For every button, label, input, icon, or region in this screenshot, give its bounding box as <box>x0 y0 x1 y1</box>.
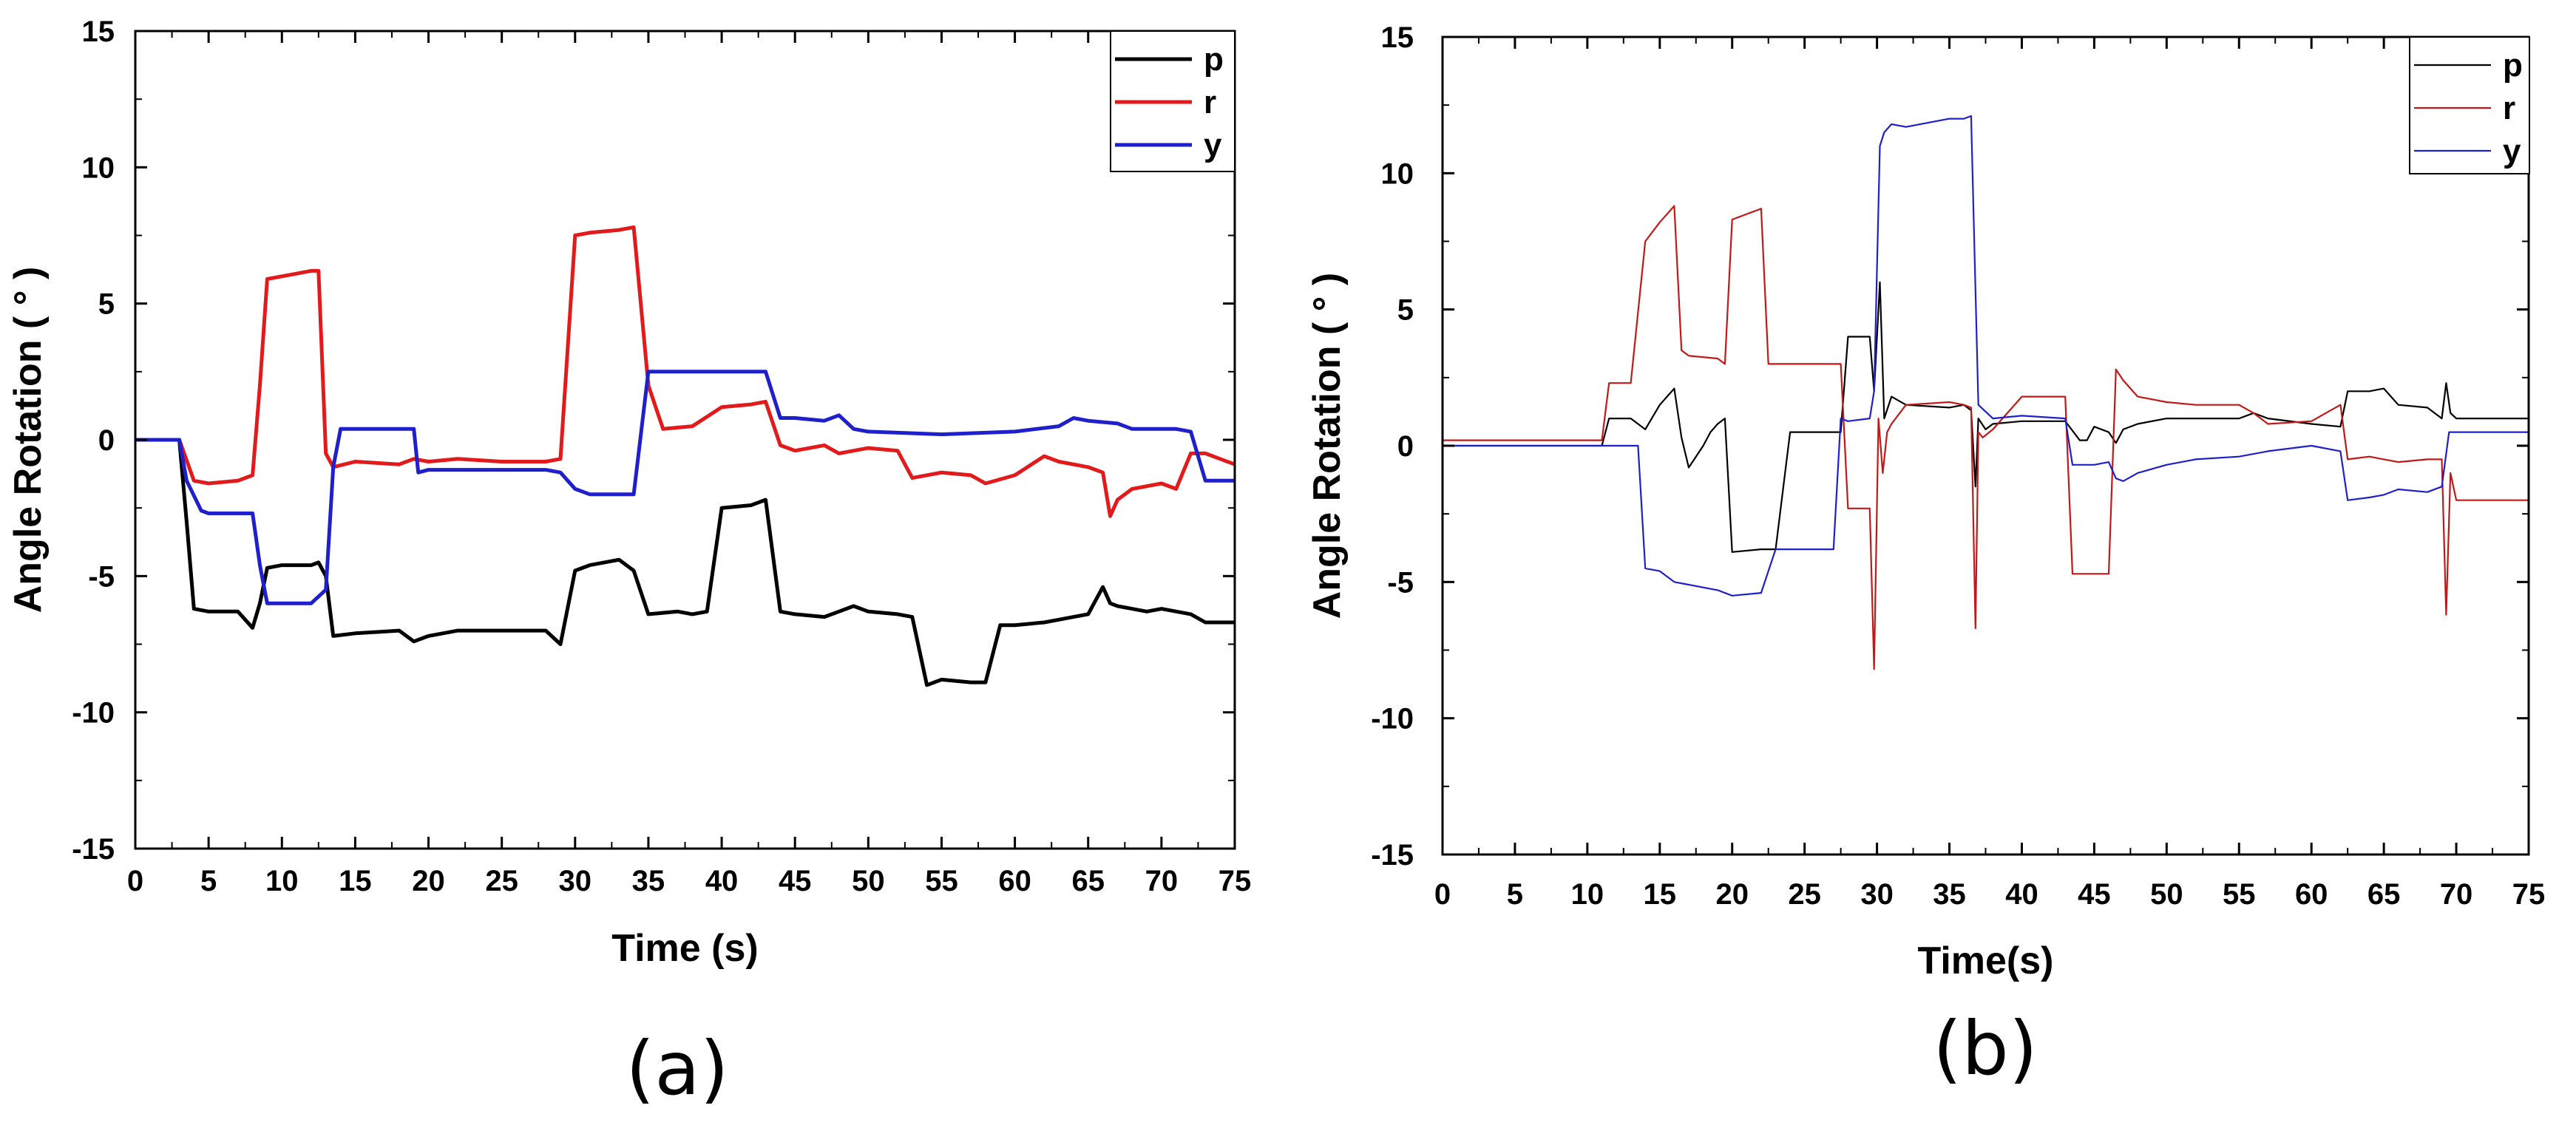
y-axis-title: Angle Rotation ( ° ) <box>7 267 50 614</box>
legend-label-r: r <box>2503 90 2515 126</box>
x-tick-label: 20 <box>1715 878 1749 911</box>
y-tick-label: -5 <box>1387 566 1414 599</box>
chart-b: 0 5 10 15 20 25 30 35 40 45 50 55 60 65 70 75 -15 -10 -5 0 5… <box>1306 21 2545 1092</box>
x-tick-label: 75 <box>1218 865 1252 897</box>
chart-a-series-group <box>135 225 1235 687</box>
figure-caption: (a) <box>626 1025 728 1112</box>
x-tick-label: 35 <box>1933 878 1966 911</box>
legend-label-p: p <box>1204 41 1224 78</box>
x-tick-label: 65 <box>2367 878 2401 911</box>
legend-label-y: y <box>2503 133 2521 169</box>
y-tick-label: 0 <box>98 424 115 457</box>
chart-a: 0 5 10 15 20 25 30 35 40 45 50 55 60 65 70 75 -15 -10 -5 0 5… <box>7 16 1251 1112</box>
x-tick-label: 15 <box>1644 878 1677 911</box>
y-tick-label: -15 <box>1371 839 1414 872</box>
x-tick-label: 75 <box>2512 878 2546 911</box>
x-tick-label: 5 <box>200 865 217 897</box>
series-line-p <box>135 438 1235 687</box>
x-tick-label: 15 <box>339 865 372 897</box>
x-tick-label: 0 <box>127 865 143 897</box>
x-tick-label: 45 <box>2078 878 2111 911</box>
x-tick-label: 0 <box>1434 878 1451 911</box>
y-tick-label: 0 <box>1397 430 1414 463</box>
x-tick-label: 5 <box>1507 878 1523 911</box>
x-tick-label: 55 <box>925 865 958 897</box>
series-line-r <box>1443 205 2529 670</box>
legend-label-p: p <box>2503 47 2523 84</box>
x-tick-label: 30 <box>559 865 592 897</box>
x-axis-title: Time(s) <box>1918 940 2054 982</box>
y-tick-label: -5 <box>88 560 115 593</box>
x-tick-label: 30 <box>1860 878 1894 911</box>
legend-label-r: r <box>1204 84 1216 120</box>
y-tick-label: -10 <box>1371 703 1414 735</box>
y-tick-label: 15 <box>1381 21 1414 54</box>
x-tick-label: 60 <box>998 865 1031 897</box>
x-tick-label: 70 <box>2440 878 2473 911</box>
series-line-y <box>1443 115 2529 597</box>
x-tick-label: 25 <box>485 865 518 897</box>
y-axis-title: Angle Rotation ( ° ) <box>1306 273 1349 619</box>
chart-b-series-group <box>1443 115 2529 670</box>
legend-label-y: y <box>1204 127 1222 163</box>
y-tick-label: 10 <box>1381 157 1414 190</box>
x-tick-label: 65 <box>1071 865 1105 897</box>
y-tick-label: 5 <box>1397 294 1414 327</box>
y-tick-label: 5 <box>98 288 115 321</box>
x-axis-title: Time (s) <box>611 927 758 970</box>
x-tick-label: 45 <box>779 865 812 897</box>
x-tick-label: 20 <box>412 865 445 897</box>
x-tick-label: 70 <box>1145 865 1179 897</box>
x-tick-label: 60 <box>2295 878 2328 911</box>
x-tick-label: 25 <box>1788 878 1821 911</box>
y-tick-label: -15 <box>72 833 115 866</box>
x-tick-label: 55 <box>2223 878 2256 911</box>
x-tick-label: 35 <box>632 865 665 897</box>
plot-frame <box>134 30 1236 850</box>
x-tick-label: 10 <box>1571 878 1604 911</box>
series-line-y <box>135 370 1235 605</box>
figure-caption: (b) <box>1933 1005 2038 1092</box>
series-line-r <box>135 225 1235 518</box>
x-tick-label: 50 <box>852 865 885 897</box>
x-tick-label: 40 <box>2005 878 2038 911</box>
series-line-p <box>1443 281 2529 553</box>
x-tick-label: 50 <box>2150 878 2183 911</box>
x-tick-label: 40 <box>705 865 739 897</box>
y-tick-label: 15 <box>82 16 115 48</box>
x-tick-label: 10 <box>265 865 299 897</box>
y-tick-label: -10 <box>72 697 115 730</box>
y-tick-label: 10 <box>82 152 115 184</box>
